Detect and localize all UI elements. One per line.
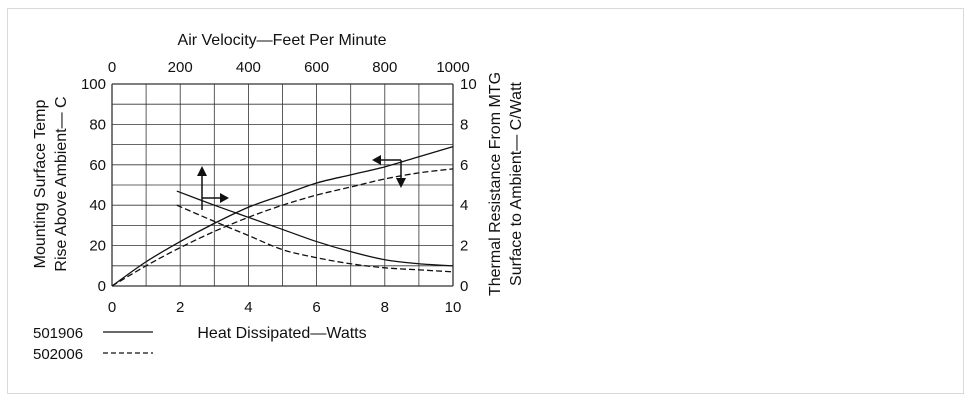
series-line-501906-bottom-left: [111, 145, 454, 287]
y-tick-label: 0: [98, 278, 106, 295]
right-axis-title-line2: Surface to Ambient— C/Watt: [508, 81, 525, 285]
y-tick-label: 20: [89, 238, 106, 255]
top-tick-label: 400: [236, 59, 261, 76]
top-tick-label: 1000: [436, 59, 469, 76]
bottom-axis-title: Heat Dissipated—Watts: [197, 325, 366, 342]
right-tick-label: 10: [460, 76, 477, 93]
legend-label-501906: 501906: [33, 325, 83, 342]
series-line-502006-top-right: [176, 204, 454, 273]
right-tick-label: 8: [460, 116, 468, 133]
right-tick-label: 6: [460, 157, 468, 174]
right-axis-title-line1: Thermal Resistance From MTG: [487, 72, 504, 296]
arrow-up-head: [197, 166, 207, 176]
y-tick-label: 40: [89, 197, 106, 214]
arrow-right-head: [220, 193, 229, 203]
curves: [111, 145, 454, 287]
arrow-down-head: [396, 178, 406, 188]
x-tick-label: 10: [445, 299, 462, 316]
y-tick-label: 80: [89, 116, 106, 133]
arrow-left-head: [372, 155, 381, 165]
tick-labels: 0 2 4 6 8 100 200 400 600 800 10000204060801000246…: [81, 59, 477, 316]
series-line-501906-top-right: [176, 190, 454, 267]
y-tick-label: 60: [89, 157, 106, 174]
top-tick-label: 0: [108, 59, 116, 76]
legend-label-502006: 502006: [33, 346, 83, 363]
legend: 501906 502006: [33, 325, 153, 363]
grid: [111, 83, 454, 287]
series-arrows: [197, 155, 406, 210]
top-axis-title: Air Velocity—Feet Per Minute: [178, 32, 387, 49]
y-tick-label: 100: [81, 76, 106, 93]
right-tick-label: 4: [460, 197, 468, 214]
left-axis-title-line1: Mounting Surface Temp: [32, 100, 49, 269]
top-tick-label: 600: [304, 59, 329, 76]
x-tick-label: 8: [381, 299, 389, 316]
left-axis-title-line2: Rise Above Ambient— C: [53, 96, 70, 271]
x-tick-label: 4: [244, 299, 252, 316]
x-tick-label: 2: [176, 299, 184, 316]
top-tick-label: 800: [372, 59, 397, 76]
x-tick-label: 0: [108, 299, 116, 316]
right-tick-label: 2: [460, 238, 468, 255]
right-tick-label: 0: [460, 278, 468, 295]
chart-frame: [7, 8, 964, 394]
top-tick-label: 200: [168, 59, 193, 76]
series-line-502006-bottom-left: [111, 168, 454, 287]
x-tick-label: 6: [312, 299, 320, 316]
